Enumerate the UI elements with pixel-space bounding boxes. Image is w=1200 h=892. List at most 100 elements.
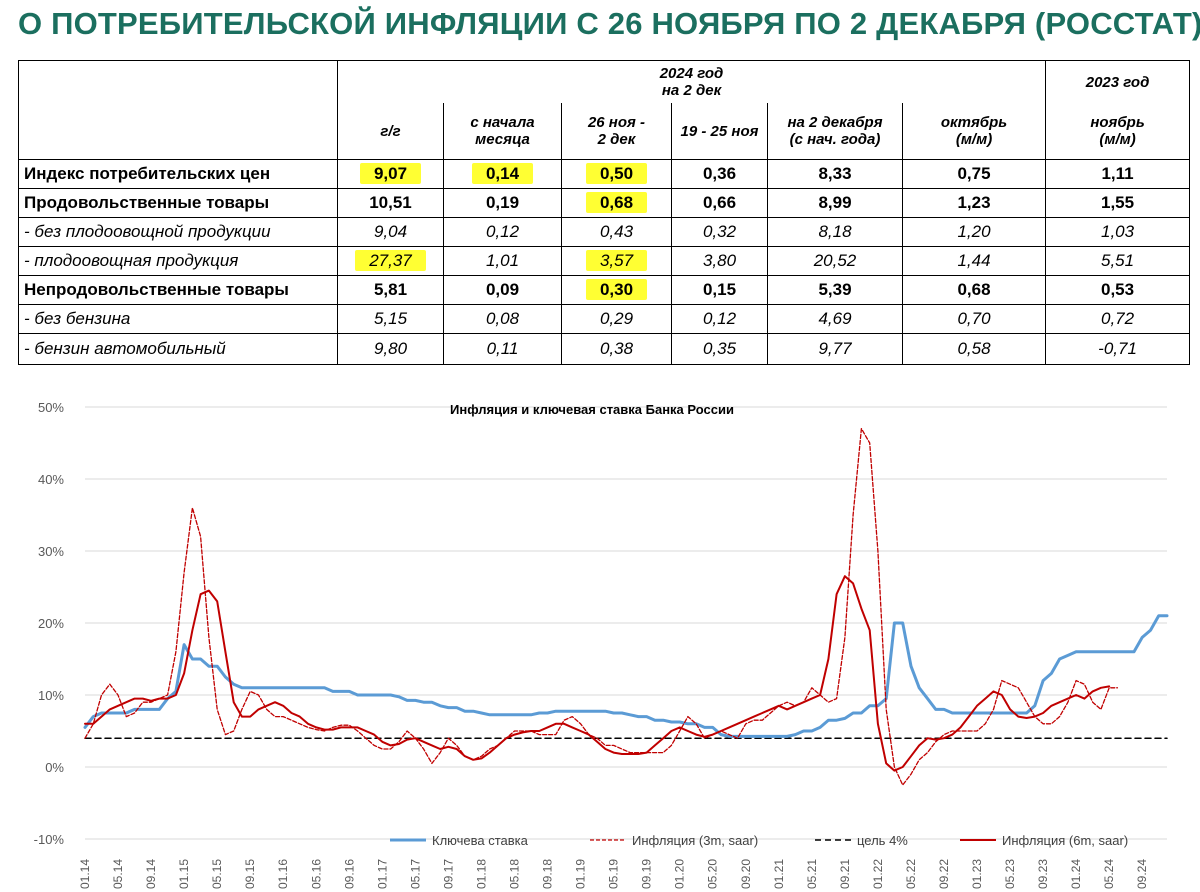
- table-cell: 1,23: [901, 188, 1047, 218]
- x-tick-label: 05.21: [805, 859, 819, 889]
- table-cell: 0,38: [561, 333, 672, 365]
- table-cell: 0,12: [443, 217, 562, 247]
- table-cell: 0,66: [671, 188, 768, 218]
- cell-value: 0,19: [485, 193, 520, 212]
- x-tick-label: 05.17: [408, 859, 422, 889]
- table-cell: 1,01: [443, 246, 562, 276]
- y-tick-label: 30%: [38, 544, 64, 559]
- table-cell: 9,77: [767, 333, 903, 365]
- cell-value: 0,43: [599, 222, 634, 241]
- table-cell: 1,03: [1045, 217, 1191, 247]
- x-tick-label: 09.17: [441, 859, 455, 889]
- table-group-header-row: 2024 год на 2 дек 2023 год: [18, 60, 1191, 160]
- table-cell: 0,14: [443, 159, 562, 189]
- table-cell: 0,36: [671, 159, 768, 189]
- cell-value: 5,15: [373, 309, 408, 328]
- table-cell: 3,57: [561, 246, 672, 276]
- row-label: - бензин автомобильный: [18, 333, 338, 365]
- column-header-line: ноябрь: [1090, 114, 1145, 131]
- table-column-header-row: г/г с начала месяца 26 ноя -2 дек 19 - 25 но…: [19, 103, 1191, 160]
- table-cell: 5,15: [337, 304, 444, 334]
- column-header-2: 26 ноя -2 дек: [561, 103, 672, 160]
- column-header-line: октябрь: [940, 114, 1008, 131]
- x-tick-label: 05.20: [706, 859, 720, 889]
- table-cell: 0,68: [901, 275, 1047, 305]
- x-tick-label: 05.18: [507, 859, 521, 889]
- x-tick-label: 05.24: [1102, 859, 1116, 889]
- table-corner-cell: [18, 60, 338, 160]
- column-header-line: с начала: [470, 114, 535, 131]
- y-tick-label: 50%: [38, 400, 64, 415]
- cell-value: 9,04: [373, 222, 408, 241]
- x-tick-label: 09.15: [243, 859, 257, 889]
- cell-value: 9,80: [373, 339, 408, 358]
- x-axis-tick-labels: 01.14 05.14 09.14 01.15 05.15 09.15 01.16 05.16…: [78, 859, 1149, 889]
- column-header-line: 26 ноя -: [587, 114, 646, 131]
- column-header-5: октябрь (м/м): [901, 103, 1047, 160]
- chart-title: Инфляция и ключевая ставка Банка России: [450, 402, 734, 417]
- column-header-line: (с нач. года): [789, 131, 881, 148]
- x-tick-label: 01.22: [871, 859, 885, 889]
- table-cell: 5,39: [767, 275, 903, 305]
- cell-value: 9,77: [818, 339, 852, 358]
- table-cell: 9,04: [337, 217, 444, 247]
- cell-value: 4,69: [818, 309, 852, 328]
- x-tick-label: 01.19: [574, 859, 588, 889]
- highlighted-value: 0,14: [471, 163, 534, 184]
- x-tick-label: 05.14: [111, 859, 125, 889]
- cell-value: 0,08: [485, 309, 520, 328]
- cell-value: 1,11: [1101, 164, 1134, 183]
- column-header-line: месяца: [475, 131, 530, 148]
- x-tick-label: 01.18: [474, 859, 488, 889]
- row-label: - плодоовощная продукция: [18, 246, 338, 276]
- table-cell: 10,51: [337, 188, 444, 218]
- column-header-line: 2 дек: [597, 131, 636, 148]
- x-tick-label: 09.14: [144, 859, 158, 889]
- column-header-6: ноябрь (м/м): [1045, 103, 1191, 160]
- page-title: О ПОТРЕБИТЕЛЬСКОЙ ИНФЛЯЦИИ С 26 НОЯБРЯ П…: [18, 6, 1200, 41]
- cell-value: 0,66: [702, 193, 737, 212]
- x-tick-label: 01.23: [970, 859, 984, 889]
- legend-label: цель 4%: [857, 833, 908, 848]
- chart-series: [83, 427, 1169, 786]
- cell-value: 1,20: [957, 222, 991, 241]
- table-cell: 0,70: [901, 304, 1047, 334]
- table-row: Индекс потребительских цен 9,07 0,14 0,50 0,…: [18, 159, 1191, 189]
- column-header-line: г/г: [380, 122, 401, 140]
- cell-value: 3,80: [702, 251, 737, 270]
- column-header-4: на 2 декабря (с нач. года): [767, 103, 903, 160]
- table-row: - бензин автомобильный 9,80 0,11 0,38 0,35 9,…: [18, 333, 1191, 365]
- cell-value: 0,70: [957, 309, 991, 328]
- chart-gridlines: [85, 406, 1167, 840]
- table-cell: 0,75: [901, 159, 1047, 189]
- row-label: Непродовольственные товары: [18, 275, 338, 305]
- cell-value: 1,44: [957, 251, 991, 270]
- cell-value: 0,53: [1101, 280, 1135, 299]
- cell-value: 8,33: [818, 164, 852, 183]
- y-tick-label: 10%: [38, 688, 64, 703]
- table-body: Индекс потребительских цен 9,07 0,14 0,50 0,…: [18, 159, 1191, 365]
- x-tick-label: 09.16: [342, 859, 356, 889]
- x-tick-label: 05.15: [210, 859, 224, 889]
- y-tick-label: 40%: [38, 472, 64, 487]
- column-header-3: 19 - 25 ноя: [671, 103, 768, 160]
- row-label: - без плодоовощной продукции: [18, 217, 338, 247]
- cell-value: 0,38: [599, 339, 634, 358]
- group-header-2024-line2: на 2 дек: [661, 82, 722, 99]
- table-cell: 4,69: [767, 304, 903, 334]
- x-tick-label: 09.18: [541, 859, 555, 889]
- table-cell: 0,68: [561, 188, 672, 218]
- table-row: - без бензина 5,15 0,08 0,29 0,12 4,69 0,70 0,7…: [18, 304, 1191, 334]
- table-cell: 0,29: [561, 304, 672, 334]
- cell-value: 1,03: [1101, 222, 1135, 241]
- table-row: Непродовольственные товары 5,81 0,09 0,30 0,…: [18, 275, 1191, 305]
- table-row: - плодоовощная продукция 27,37 1,01 3,57 3,8…: [18, 246, 1191, 276]
- legend-label: Инфляция (6m, saar): [1002, 833, 1128, 848]
- legend-label: Ключева ставка: [432, 833, 529, 848]
- cell-value: 0,12: [485, 222, 520, 241]
- row-label: - без бензина: [18, 304, 338, 334]
- cell-value: 10,51: [369, 193, 412, 212]
- cell-value: 1,01: [485, 251, 520, 270]
- cell-value: 1,23: [957, 193, 991, 212]
- highlighted-value: 0,68: [585, 192, 648, 213]
